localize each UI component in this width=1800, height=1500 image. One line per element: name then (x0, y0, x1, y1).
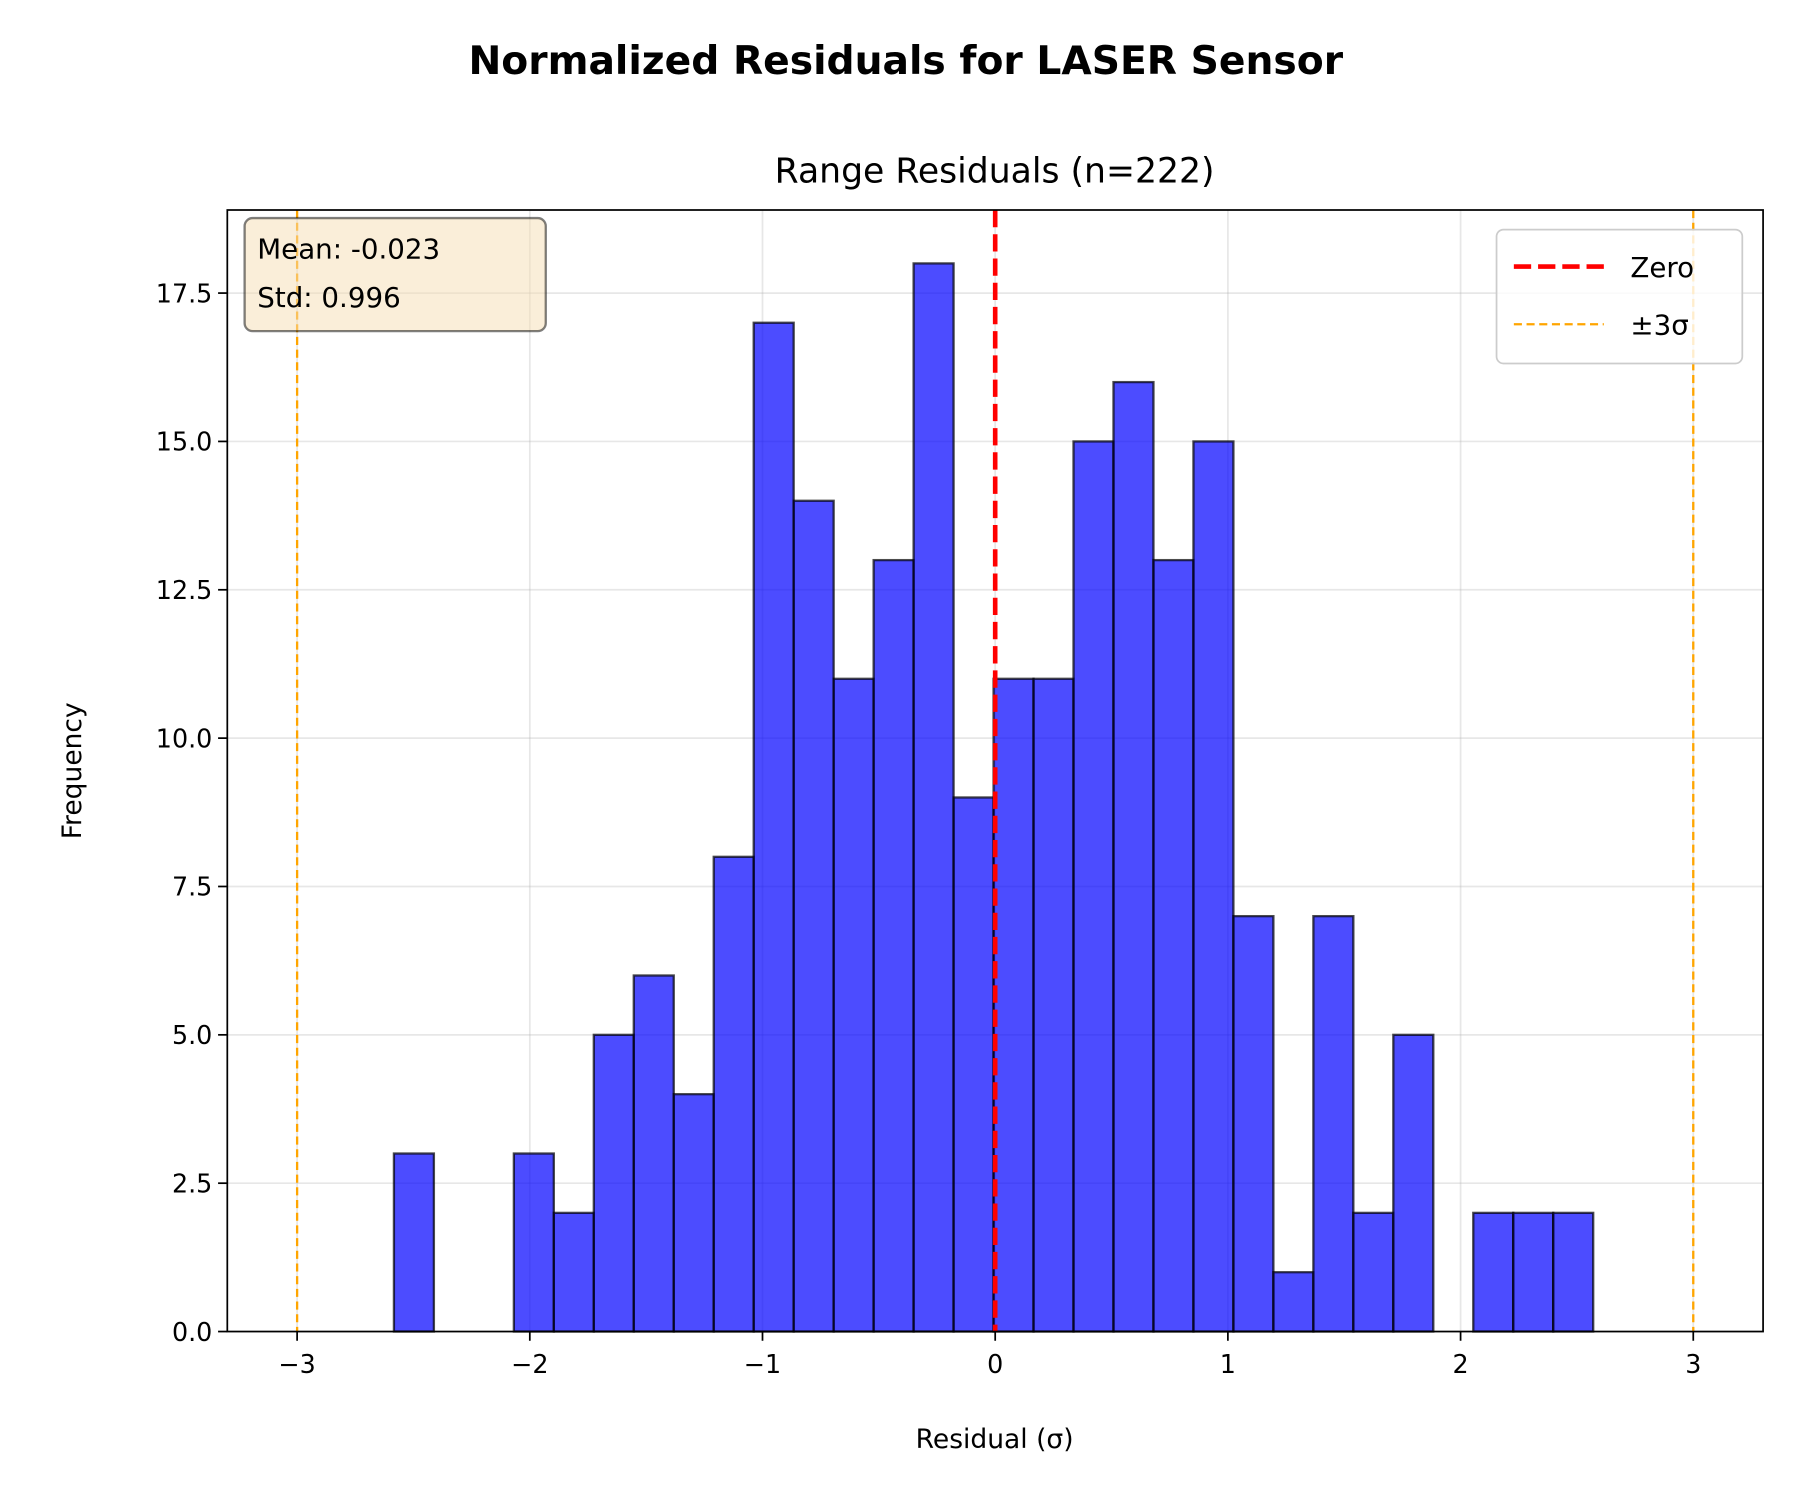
stats-mean: Mean: -0.023 (257, 232, 440, 265)
bars (392, 262, 1595, 1333)
x-axis: −3 −2 −1 0 1 2 3 (278, 1331, 1701, 1379)
histogram-bar (1232, 915, 1275, 1333)
histogram-bar (912, 262, 955, 1333)
histogram-bar (512, 1152, 555, 1333)
x-tick-label: 2 (1452, 1349, 1468, 1379)
histogram-bar (992, 677, 1035, 1333)
histogram-bar (1312, 915, 1355, 1333)
histogram-bar (872, 558, 915, 1333)
histogram-bar (712, 855, 755, 1333)
stats-box: Mean: -0.023 Std: 0.996 (243, 216, 547, 333)
histogram-bar (952, 796, 995, 1333)
x-tick-label: 1 (1220, 1349, 1236, 1379)
histogram-bar (592, 1033, 635, 1333)
histogram-bar (1032, 677, 1075, 1333)
legend-zero-label: Zero (1630, 251, 1694, 284)
histogram-bar (1512, 1211, 1555, 1333)
y-tick-label: 15.0 (156, 427, 213, 457)
x-tick-label: −1 (744, 1349, 781, 1379)
histogram-bar (1472, 1211, 1515, 1333)
histogram-bar (552, 1211, 595, 1333)
y-tick-label: 17.5 (156, 278, 213, 308)
stats-std: Std: 0.996 (257, 281, 400, 314)
histogram-bar (1552, 1211, 1595, 1333)
histogram-bar (752, 321, 795, 1333)
x-tick-label: 3 (1685, 1349, 1701, 1379)
chart-title: Range Residuals (n=222) (775, 151, 1215, 191)
histogram-bar (1152, 558, 1195, 1333)
histogram-bar (1272, 1271, 1315, 1333)
histogram-bar (1392, 1033, 1435, 1333)
legend-3sigma-label: ±3σ (1630, 309, 1688, 342)
figure-title: Normalized Residuals for LASER Sensor (468, 39, 1343, 84)
legend-box (1495, 228, 1744, 365)
legend: Zero ±3σ (1495, 228, 1744, 365)
stats-box-background (243, 216, 547, 333)
reference-lines (295, 209, 1695, 1332)
x-tick-label: −2 (511, 1349, 548, 1379)
y-tick-label: 0.0 (172, 1317, 212, 1347)
y-axis-label: Frequency (57, 702, 88, 839)
histogram-bar (792, 499, 835, 1333)
histogram-bar (1112, 380, 1155, 1333)
y-axis: 0.0 2.5 5.0 7.5 10.0 12.5 15.0 17.5 (156, 278, 228, 1347)
histogram-bar (632, 974, 675, 1333)
y-tick-label: 7.5 (172, 872, 212, 902)
y-tick-label: 2.5 (172, 1168, 212, 1198)
y-tick-label: 12.5 (156, 575, 213, 605)
histogram-bar (392, 1152, 436, 1333)
histogram-bar (1352, 1211, 1395, 1333)
histogram-bar (832, 677, 875, 1333)
histogram-bar (1072, 440, 1115, 1333)
x-tick-label: −3 (278, 1349, 315, 1379)
histogram-bar (672, 1093, 715, 1333)
x-tick-label: 0 (987, 1349, 1003, 1379)
y-tick-label: 5.0 (172, 1020, 212, 1050)
histogram-bar (1192, 440, 1235, 1333)
x-axis-label: Residual (σ) (916, 1424, 1074, 1455)
y-tick-label: 10.0 (156, 723, 213, 753)
